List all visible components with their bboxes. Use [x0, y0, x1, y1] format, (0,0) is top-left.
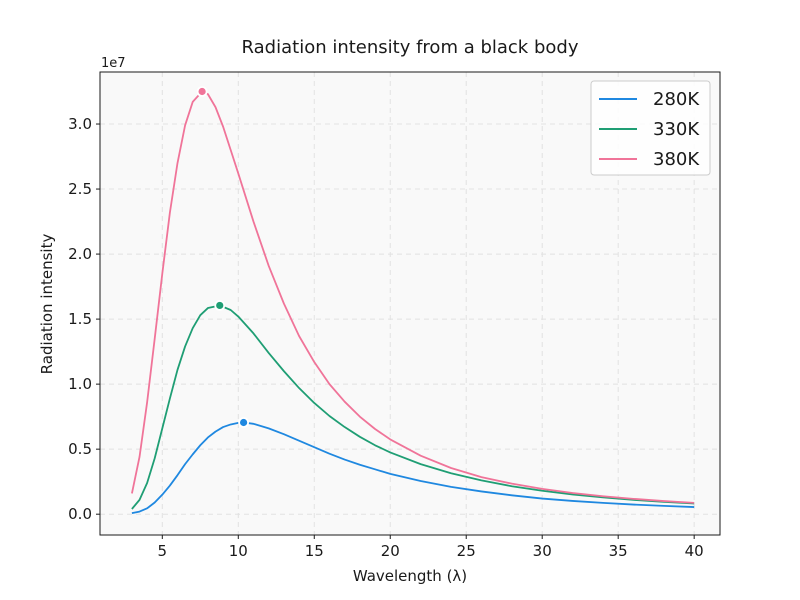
- x-tick-label: 35: [609, 542, 628, 560]
- x-tick-label: 30: [533, 542, 552, 560]
- y-tick-label: 1.0: [68, 375, 92, 393]
- series-line-380K: [131, 90, 695, 504]
- x-tick-label: 10: [229, 542, 248, 560]
- y-tick-label: 2.5: [68, 180, 92, 198]
- peak-marker-330K: [214, 300, 226, 311]
- x-axis: 5 10 15 20 25 30 35 40: [158, 535, 704, 560]
- y-tick-label: 3.0: [68, 115, 92, 133]
- series-lines: [131, 90, 695, 515]
- y-axis: 0.0 0.5 1.0 1.5 2.0 2.5 3.0: [68, 115, 100, 523]
- legend: 280K 330K 380K: [590, 80, 711, 176]
- plot-frame: [99, 71, 721, 536]
- legend-box: [590, 80, 711, 176]
- x-tick-label: 15: [305, 542, 324, 560]
- peak-marker-280K: [238, 417, 250, 428]
- x-tick-label: 40: [685, 542, 704, 560]
- series-line-280K: [131, 421, 695, 515]
- y-offset-label: 1e7: [101, 56, 126, 71]
- x-axis-label: Wavelength (λ): [353, 567, 467, 585]
- x-tick-label: 20: [381, 542, 400, 560]
- x-tick-label: 25: [457, 542, 476, 560]
- peak-marker-380K: [196, 86, 208, 97]
- y-tick-label: 0.0: [68, 505, 92, 523]
- y-axis-label: Radiation intensity: [38, 234, 56, 375]
- chart-title: Radiation intensity from a black body: [242, 37, 579, 58]
- series-line-330K: [131, 304, 695, 510]
- peak-markers: [196, 86, 250, 428]
- y-tick-label: 1.5: [68, 310, 92, 328]
- legend-label: 280K: [653, 89, 700, 110]
- y-tick-label: 2.0: [68, 245, 92, 263]
- y-tick-label: 0.5: [68, 440, 92, 458]
- legend-label: 330K: [653, 119, 700, 140]
- legend-label: 380K: [653, 149, 700, 170]
- x-tick-label: 5: [158, 542, 168, 560]
